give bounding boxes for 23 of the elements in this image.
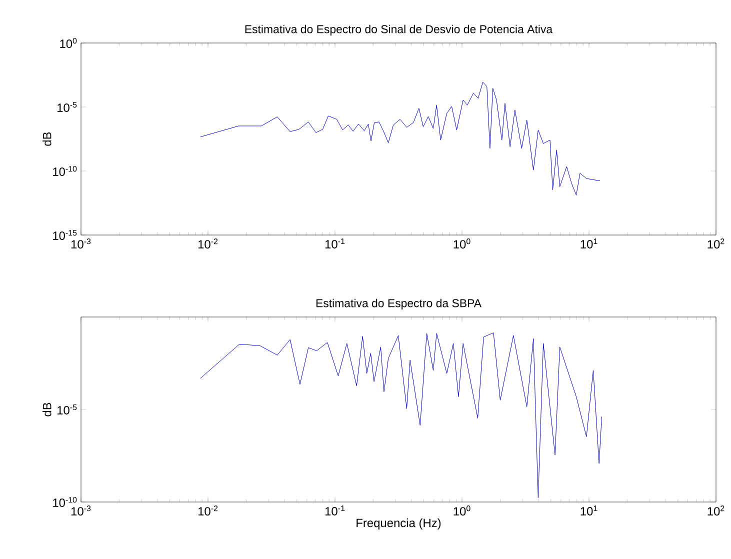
y-tick-label: 10$^{-5}$ bbox=[58, 404, 77, 414]
y-axis-title: dB bbox=[42, 402, 52, 416]
y-axis-title: dB bbox=[42, 132, 52, 146]
x-tick-label: 10$^{-3}$ bbox=[71, 506, 91, 516]
x-tick-label: 10$^{2}$ bbox=[708, 238, 724, 249]
x-axis-title: Frequencia (Hz) bbox=[356, 518, 441, 530]
y-tick-label: 10$^{-15}$ bbox=[53, 230, 77, 240]
x-tick-label: 10$^{1}$ bbox=[580, 506, 598, 516]
x-tick-label: 10$^{2}$ bbox=[708, 506, 724, 516]
y-tick-label: 10$^{-5}$ bbox=[58, 102, 77, 112]
y-tick-label: 10$^{0}$ bbox=[60, 38, 77, 48]
x-tick-label: 10$^{0}$ bbox=[454, 238, 470, 249]
x-tick-label: 10$^{-3}$ bbox=[71, 238, 91, 249]
x-tick-label: 10$^{-2}$ bbox=[198, 238, 218, 249]
chart-title: Estimativa do Espectro da SBPA bbox=[316, 298, 482, 310]
chart-title: Estimativa do Espectro do Sinal de Desvio de Potencia Ativa bbox=[245, 24, 553, 36]
x-tick-label: 10$^{1}$ bbox=[580, 238, 598, 248]
x-tick-label: 10$^{0}$ bbox=[454, 506, 470, 516]
y-tick-label: 10$^{-10}$ bbox=[53, 496, 77, 508]
x-tick-label: 10$^{-2}$ bbox=[198, 506, 218, 516]
x-tick-label: 10$^{-1}$ bbox=[325, 506, 345, 516]
x-tick-label: 10$^{-1}$ bbox=[325, 238, 345, 248]
y-tick-label: 10$^{-10}$ bbox=[53, 166, 77, 176]
